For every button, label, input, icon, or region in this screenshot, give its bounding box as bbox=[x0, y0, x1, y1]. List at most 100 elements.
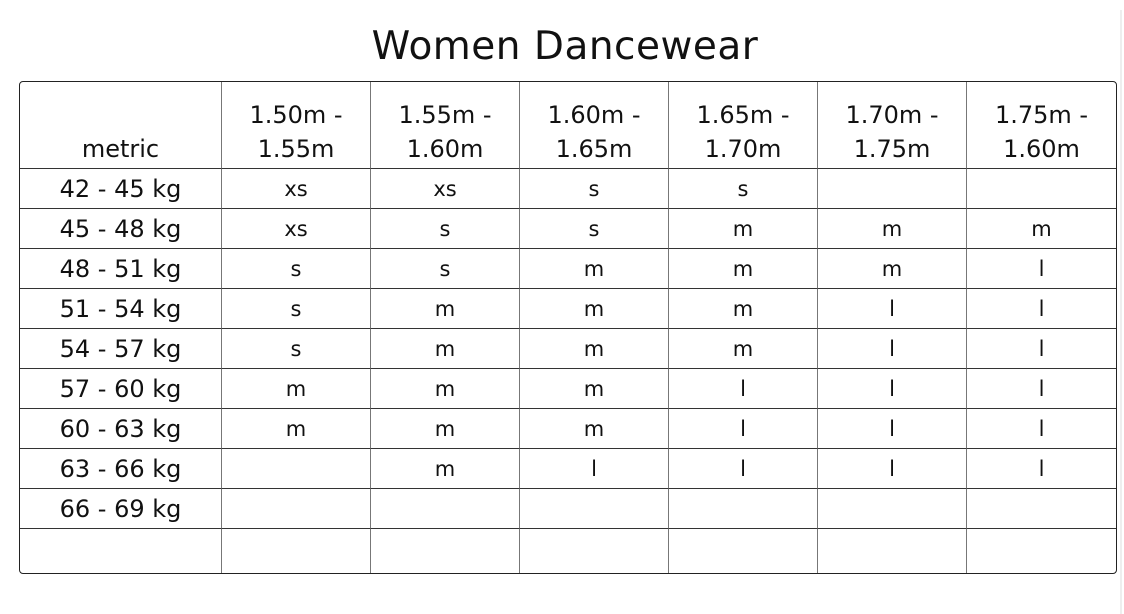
column-header-height: 1.75m - 1.60m bbox=[967, 82, 1116, 169]
size-cell: m bbox=[669, 289, 818, 329]
size-cell bbox=[520, 529, 669, 573]
size-cell: l bbox=[669, 409, 818, 449]
size-cell: l bbox=[818, 409, 967, 449]
size-cell: m bbox=[967, 209, 1116, 249]
size-cell: s bbox=[222, 249, 371, 289]
column-header-line: 1.60m - bbox=[547, 101, 641, 129]
row-label-weight: 45 - 48 kg bbox=[20, 209, 222, 249]
column-header-line: 1.60m bbox=[406, 135, 484, 163]
row-label-weight: 42 - 45 kg bbox=[20, 169, 222, 209]
size-cell: l bbox=[669, 449, 818, 489]
size-cell: m bbox=[371, 409, 520, 449]
size-cell: l bbox=[818, 369, 967, 409]
column-header-line: 1.70m bbox=[704, 135, 782, 163]
row-label-weight: 66 - 69 kg bbox=[20, 489, 222, 529]
column-header-line: 1.60m bbox=[1003, 135, 1080, 163]
size-cell bbox=[818, 489, 967, 529]
column-header-height: 1.65m - 1.70m bbox=[669, 82, 818, 169]
size-cell: s bbox=[371, 209, 520, 249]
table-row: 57 - 60 kg m m m l l l bbox=[20, 369, 1116, 409]
size-cell: s bbox=[222, 329, 371, 369]
size-cell: m bbox=[222, 409, 371, 449]
size-cell: m bbox=[371, 289, 520, 329]
size-cell bbox=[222, 529, 371, 573]
column-header-line: 1.75m - bbox=[994, 101, 1089, 129]
size-cell: xs bbox=[371, 169, 520, 209]
size-cell bbox=[967, 529, 1116, 573]
size-cell: s bbox=[669, 169, 818, 209]
size-cell: l bbox=[818, 449, 967, 489]
size-cell: l bbox=[669, 369, 818, 409]
size-cell bbox=[371, 489, 520, 529]
size-cell bbox=[967, 489, 1116, 529]
size-cell: m bbox=[669, 209, 818, 249]
size-cell: m bbox=[520, 249, 669, 289]
table-row: 45 - 48 kg xs s s m m m bbox=[20, 209, 1116, 249]
size-cell: m bbox=[222, 369, 371, 409]
table-row: 51 - 54 kg s m m m l l bbox=[20, 289, 1116, 329]
size-cell bbox=[371, 529, 520, 573]
row-label-weight: 54 - 57 kg bbox=[20, 329, 222, 369]
table-row: 48 - 51 kg s s m m m l bbox=[20, 249, 1116, 289]
size-cell: l bbox=[967, 449, 1116, 489]
size-cell: m bbox=[520, 409, 669, 449]
table-row: 54 - 57 kg s m m m l l bbox=[20, 329, 1116, 369]
size-cell: s bbox=[520, 209, 669, 249]
column-header-line: 1.70m - bbox=[845, 101, 939, 129]
row-label-weight: 51 - 54 kg bbox=[20, 289, 222, 329]
size-cell bbox=[222, 449, 371, 489]
size-cell bbox=[818, 169, 967, 209]
size-cell: m bbox=[520, 289, 669, 329]
size-cell: l bbox=[520, 449, 669, 489]
column-header-line: 1.50m - bbox=[249, 101, 343, 129]
size-cell bbox=[669, 529, 818, 573]
row-label-weight bbox=[20, 529, 222, 573]
table-row: 42 - 45 kg xs xs s s bbox=[20, 169, 1116, 209]
size-cell: l bbox=[818, 329, 967, 369]
size-cell: l bbox=[967, 409, 1116, 449]
page-title: Women Dancewear bbox=[371, 24, 759, 69]
corner-label: metric bbox=[20, 82, 222, 169]
size-cell: l bbox=[967, 289, 1116, 329]
size-cell bbox=[222, 489, 371, 529]
size-cell: m bbox=[520, 329, 669, 369]
table-row: 60 - 63 kg m m m l l l bbox=[20, 409, 1116, 449]
size-cell: s bbox=[371, 249, 520, 289]
size-cell: xs bbox=[222, 169, 371, 209]
size-cell: xs bbox=[222, 209, 371, 249]
header-row: metric 1.50m -1.55m 1.55m -1.60m 1.60m -1.6… bbox=[20, 82, 1116, 169]
column-header-line: 1.65m bbox=[555, 135, 633, 163]
column-header-height: 1.60m - 1.65m bbox=[520, 82, 669, 169]
column-header-height: 1.50m - 1.55m bbox=[222, 82, 371, 169]
size-cell: m bbox=[669, 329, 818, 369]
row-label-weight: 60 - 63 kg bbox=[20, 409, 222, 449]
size-cell bbox=[818, 529, 967, 573]
size-cell: l bbox=[967, 369, 1116, 409]
size-cell: m bbox=[371, 449, 520, 489]
column-header-height: 1.55m - 1.60m bbox=[371, 82, 520, 169]
column-header-line: 1.55m bbox=[257, 135, 335, 163]
row-label-weight: 48 - 51 kg bbox=[20, 249, 222, 289]
size-cell: m bbox=[371, 369, 520, 409]
size-chart-table: metric 1.50m -1.55m 1.55m -1.60m 1.60m -1.6… bbox=[19, 81, 1117, 574]
column-header-line: 1.55m - bbox=[398, 101, 492, 129]
size-cell: s bbox=[222, 289, 371, 329]
size-cell: m bbox=[520, 369, 669, 409]
size-cell: m bbox=[371, 329, 520, 369]
size-cell: l bbox=[967, 249, 1116, 289]
table-row: 63 - 66 kg m l l l l bbox=[20, 449, 1116, 489]
size-cell: m bbox=[669, 249, 818, 289]
column-header-line: 1.75m bbox=[853, 135, 931, 163]
size-cell: m bbox=[818, 209, 967, 249]
page-edge-divider bbox=[1120, 10, 1122, 614]
column-header-line: 1.65m - bbox=[696, 101, 790, 129]
row-label-weight: 57 - 60 kg bbox=[20, 369, 222, 409]
size-cell bbox=[967, 169, 1116, 209]
row-label-weight: 63 - 66 kg bbox=[20, 449, 222, 489]
size-cell: l bbox=[967, 329, 1116, 369]
size-cell bbox=[520, 489, 669, 529]
size-cell: s bbox=[520, 169, 669, 209]
size-cell: l bbox=[818, 289, 967, 329]
table-row: 66 - 69 kg bbox=[20, 489, 1116, 529]
table-row bbox=[20, 529, 1116, 573]
